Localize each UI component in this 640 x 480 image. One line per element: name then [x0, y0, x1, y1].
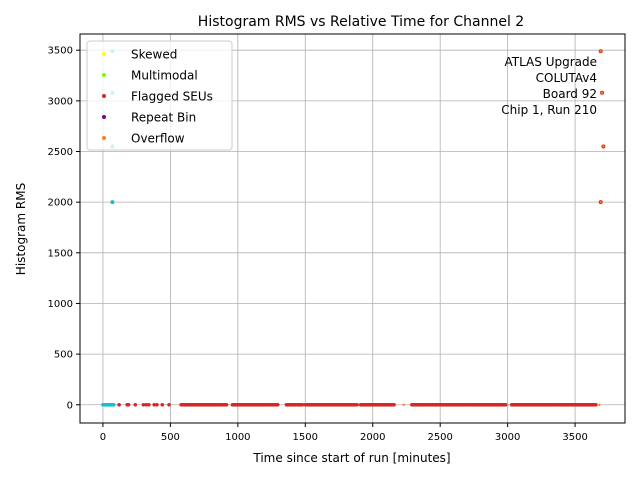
x-tick-label: 0: [100, 432, 106, 443]
legend-label: Flagged SEUs: [131, 90, 213, 104]
flagged-point: [355, 402, 359, 407]
normal-outlier-point: [110, 200, 115, 205]
flagged-point: [300, 402, 305, 407]
x-tick-label: 3500: [562, 432, 587, 443]
x-tick-label: 3000: [495, 432, 520, 443]
y-tick-label: 1500: [48, 248, 73, 259]
flagged-point: [155, 402, 159, 407]
annotation-line: Board 92: [543, 87, 597, 101]
legend-box: [86, 40, 233, 151]
annotation-line: Chip 1, Run 210: [501, 103, 597, 117]
x-tick-label: 1500: [293, 432, 318, 443]
y-tick-label: 1000: [48, 299, 73, 310]
flagged-point: [152, 402, 156, 407]
x-tick-label: 500: [161, 432, 180, 443]
y-tick-label: 3500: [48, 46, 73, 57]
overflow-point: [599, 50, 602, 53]
flagged-point: [167, 402, 171, 407]
chart-title: Histogram RMS vs Relative Time for Chann…: [198, 14, 524, 30]
y-tick-label: 500: [54, 350, 73, 361]
flagged-point: [133, 402, 138, 407]
legend-marker: [102, 52, 106, 56]
overflow-point: [402, 403, 405, 406]
x-axis-ticks: 0 500 1000 1500 2000 2500 3000 3500: [100, 423, 588, 443]
flagged-point: [144, 402, 148, 407]
run-annotation: ATLAS Upgrade COLUTAv4 Board 92 Chip 1, Run…: [501, 55, 597, 117]
y-axis-ticks: 0 500 1000 1500 2000 2500 3000 3500: [48, 46, 80, 411]
flagged-point: [117, 402, 121, 407]
legend-marker: [102, 94, 106, 98]
flagged-point: [126, 402, 131, 407]
flagged-point: [392, 402, 396, 407]
y-tick-label: 2000: [48, 198, 73, 209]
overflow-point: [598, 403, 601, 406]
y-tick-label: 3000: [48, 96, 73, 107]
flagged-point: [503, 402, 508, 407]
data-points: [101, 49, 606, 407]
legend-marker: [102, 136, 106, 140]
flagged-point: [146, 402, 151, 407]
normal-point: [111, 402, 116, 407]
x-tick-label: 1000: [225, 432, 250, 443]
legend-label: Repeat Bin: [131, 111, 196, 125]
overflow-point: [599, 200, 602, 204]
legend-label: Skewed: [131, 48, 177, 62]
annotation-line: ATLAS Upgrade: [504, 55, 597, 69]
legend-marker: [102, 115, 106, 119]
flagged-point: [594, 402, 598, 407]
legend-marker: [102, 73, 106, 77]
grid-lines: [80, 34, 625, 423]
overflow-point: [602, 145, 605, 148]
annotation-line: COLUTAv4: [536, 71, 597, 85]
y-tick-label: 2500: [48, 147, 73, 158]
x-tick-label: 2000: [360, 432, 385, 443]
x-axis-label: Time since start of run [minutes]: [252, 451, 450, 465]
flagged-point: [275, 402, 280, 407]
legend-label: Multimodal: [131, 69, 198, 83]
y-axis-label: Histogram RMS: [14, 183, 28, 275]
flagged-point: [141, 402, 146, 407]
legend: Skewed Multimodal Flagged SEUs Repeat Bin Ov…: [86, 40, 233, 151]
flagged-point: [224, 402, 229, 407]
flagged-point: [160, 402, 165, 407]
x-tick-label: 2500: [427, 432, 452, 443]
legend-label: Overflow: [131, 132, 185, 146]
overflow-point: [600, 91, 604, 94]
y-tick-label: 0: [67, 400, 73, 411]
plot-frame: [79, 33, 626, 424]
